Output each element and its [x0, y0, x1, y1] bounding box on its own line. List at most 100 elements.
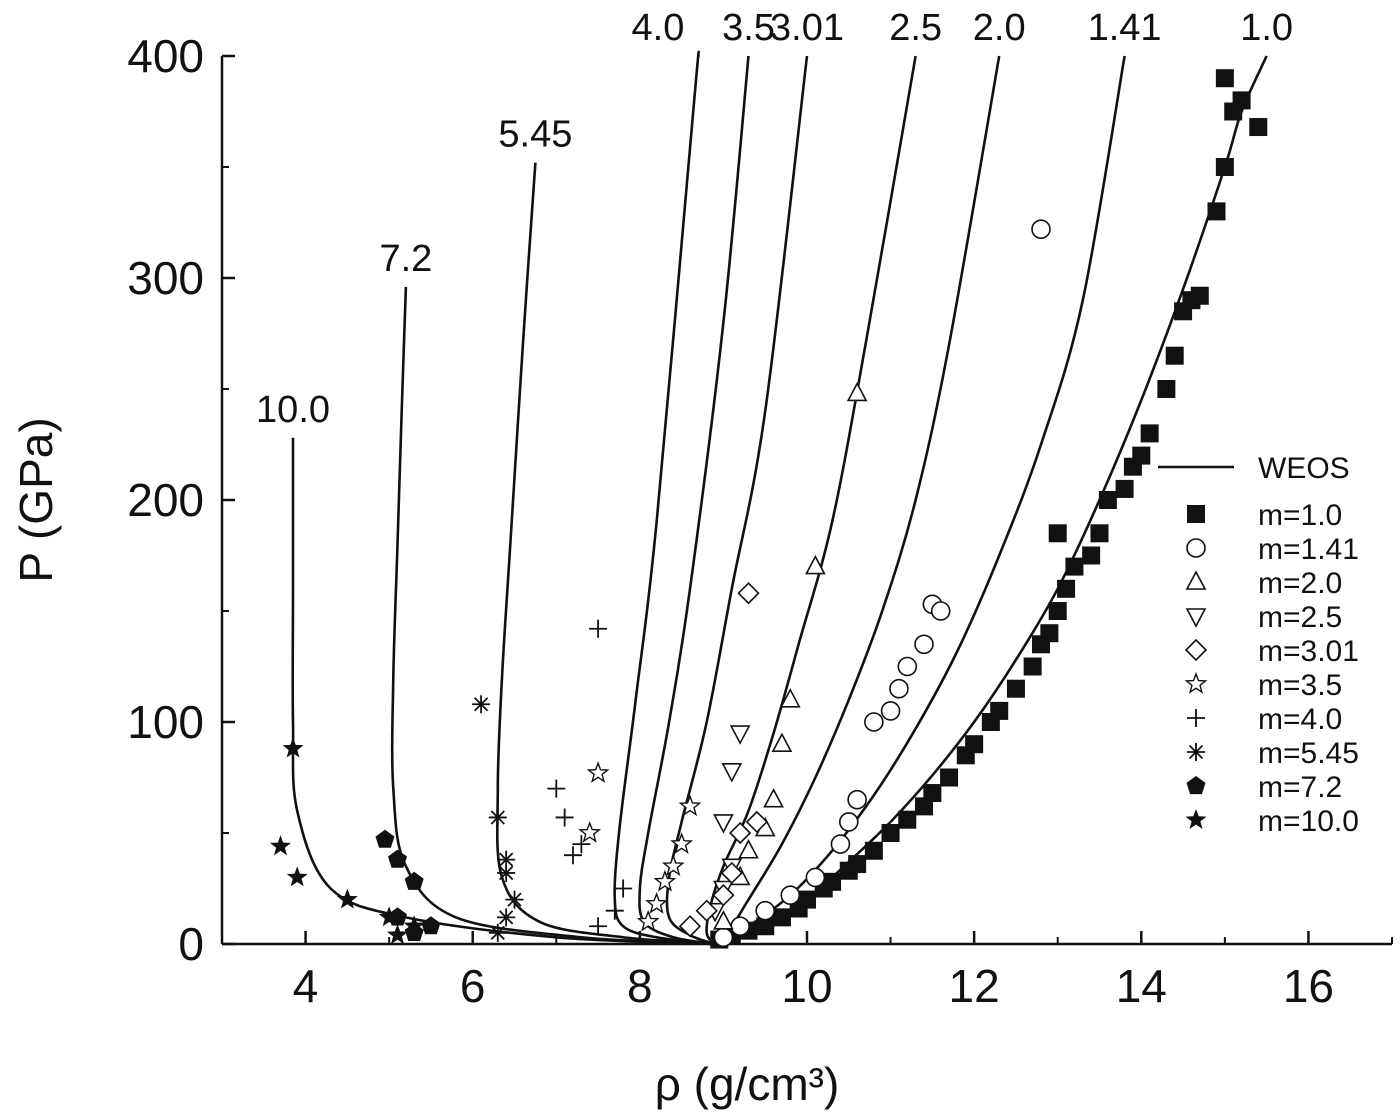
point-m-1_0: [798, 890, 816, 909]
point-m-3_5: [636, 909, 660, 932]
x-tick-label: 10: [781, 960, 832, 1012]
legend-marker-5: [1184, 638, 1208, 662]
point-m-1_0: [848, 855, 867, 874]
point-m-7_2: [421, 916, 441, 935]
legend-marker-6: [1184, 672, 1208, 694]
weos-curves: [291, 50, 1268, 946]
point-m-3_5: [678, 794, 702, 817]
x-tick-label: 12: [949, 960, 1000, 1012]
curve-label: 3.5: [722, 7, 775, 49]
point-m-1_0: [990, 701, 1009, 720]
legend-label: m=4.0: [1258, 703, 1342, 736]
legend-marker-7: [1187, 709, 1205, 727]
legend-label: m=3.01: [1258, 635, 1359, 668]
curve-label: 1.41: [1088, 7, 1162, 49]
point-m-3_01: [695, 899, 718, 922]
point-m-10_0: [378, 906, 400, 927]
legend-label: m=7.2: [1258, 771, 1342, 804]
point-m-1_41: [755, 900, 776, 921]
point-m-1_0: [940, 768, 959, 787]
point-m-7_2: [404, 922, 424, 941]
y-axis-title: P (GPa): [10, 417, 62, 582]
point-m-10_0: [286, 866, 308, 887]
y-tick-label: 0: [178, 918, 204, 970]
y-tick-label: 400: [127, 30, 204, 82]
curve-label: 2.5: [889, 7, 942, 49]
curve-label: 1.0: [1240, 7, 1293, 49]
legend-label: m=2.0: [1258, 567, 1342, 600]
point-m-4_0: [589, 917, 608, 936]
point-m-3_01: [729, 821, 752, 845]
point-m-1_0: [1040, 624, 1059, 643]
x-tick-label: 14: [1116, 960, 1167, 1012]
point-m-5_45: [497, 850, 516, 869]
point-m-2_0: [805, 554, 826, 575]
point-m-2_0: [713, 910, 734, 930]
point-m-1_41: [830, 834, 851, 854]
point-m-1_41: [897, 656, 918, 677]
point-m-3_01: [737, 582, 760, 605]
weos-curve-1.0: [718, 55, 1268, 946]
point-m-1_41: [880, 701, 901, 721]
point-m-1_41: [1031, 219, 1051, 239]
data-markers: [270, 69, 1268, 949]
weos-curve-10.0: [291, 437, 716, 946]
curve-label: 10.0: [256, 389, 330, 431]
point-m-1_0: [1165, 346, 1184, 365]
curve-label: 2.0: [973, 7, 1026, 49]
point-m-1_0: [1006, 679, 1025, 698]
point-m-2_5: [713, 814, 734, 834]
point-m-1_0: [1057, 579, 1076, 598]
legend-label: m=5.45: [1258, 737, 1359, 770]
legend-marker-10: [1185, 809, 1207, 829]
weos-curve-7.2: [390, 286, 716, 946]
x-tick-label: 6: [460, 960, 486, 1012]
legend-marker-1: [1187, 505, 1205, 523]
legend-label: m=1.0: [1258, 499, 1342, 532]
point-m-1_41: [847, 789, 867, 810]
point-m-2_5: [721, 763, 743, 783]
weos-curve-5.45: [495, 162, 716, 946]
point-m-7_2: [375, 829, 395, 848]
point-m-1_0: [1048, 602, 1067, 620]
curve-labels: 1.0 1.41 2.0 2.5 3.013.5 4.0 5.45 7.2 10.0: [256, 7, 1293, 431]
point-m-1_0: [965, 735, 984, 754]
point-m-5_45: [472, 695, 491, 714]
point-m-5_45: [497, 863, 516, 882]
weos-curve-3.01: [665, 55, 809, 946]
point-m-1_0: [1132, 446, 1151, 465]
point-m-3_01: [712, 884, 735, 907]
legend-label: m=3.5: [1258, 669, 1342, 702]
point-m-1_41: [805, 867, 826, 888]
point-m-4_0: [547, 779, 566, 798]
point-m-1_0: [1140, 424, 1159, 443]
point-m-3_01: [678, 915, 702, 938]
point-m-1_41: [838, 812, 859, 832]
point-m-4_0: [564, 846, 582, 865]
point-m-3_5: [645, 891, 668, 914]
point-m-1_0: [1157, 380, 1176, 398]
point-m-5_45: [488, 923, 507, 942]
y-tick-label: 300: [127, 252, 204, 304]
legend-marker-9: [1186, 776, 1206, 795]
weos-curve-2.5: [705, 55, 917, 945]
point-m-1_0: [1023, 657, 1042, 676]
point-m-7_2: [404, 871, 424, 890]
point-m-10_0: [336, 888, 358, 909]
point-m-1_0: [1207, 202, 1226, 221]
point-m-1_0: [756, 917, 775, 936]
point-m-4_0: [614, 879, 633, 898]
legend: WEOS m=1.0m=1.41m=2.0m=2.5m=3.01m=3.5m=4.…: [1158, 452, 1359, 838]
curve-label: 3.01: [770, 7, 844, 49]
weos-curve-2.0: [714, 55, 1001, 946]
point-m-3_01: [745, 810, 768, 834]
x-tick-label: 4: [293, 960, 319, 1012]
point-m-1_0: [881, 824, 900, 842]
point-m-5_45: [488, 808, 507, 827]
point-m-1_41: [930, 601, 951, 621]
point-m-1_0: [1215, 158, 1234, 176]
point-m-10_0: [403, 915, 425, 936]
point-m-1_41: [780, 885, 801, 905]
point-m-4_0: [605, 901, 624, 920]
axis-titles: ρ (g/cm³) P (GPa): [10, 417, 839, 1110]
